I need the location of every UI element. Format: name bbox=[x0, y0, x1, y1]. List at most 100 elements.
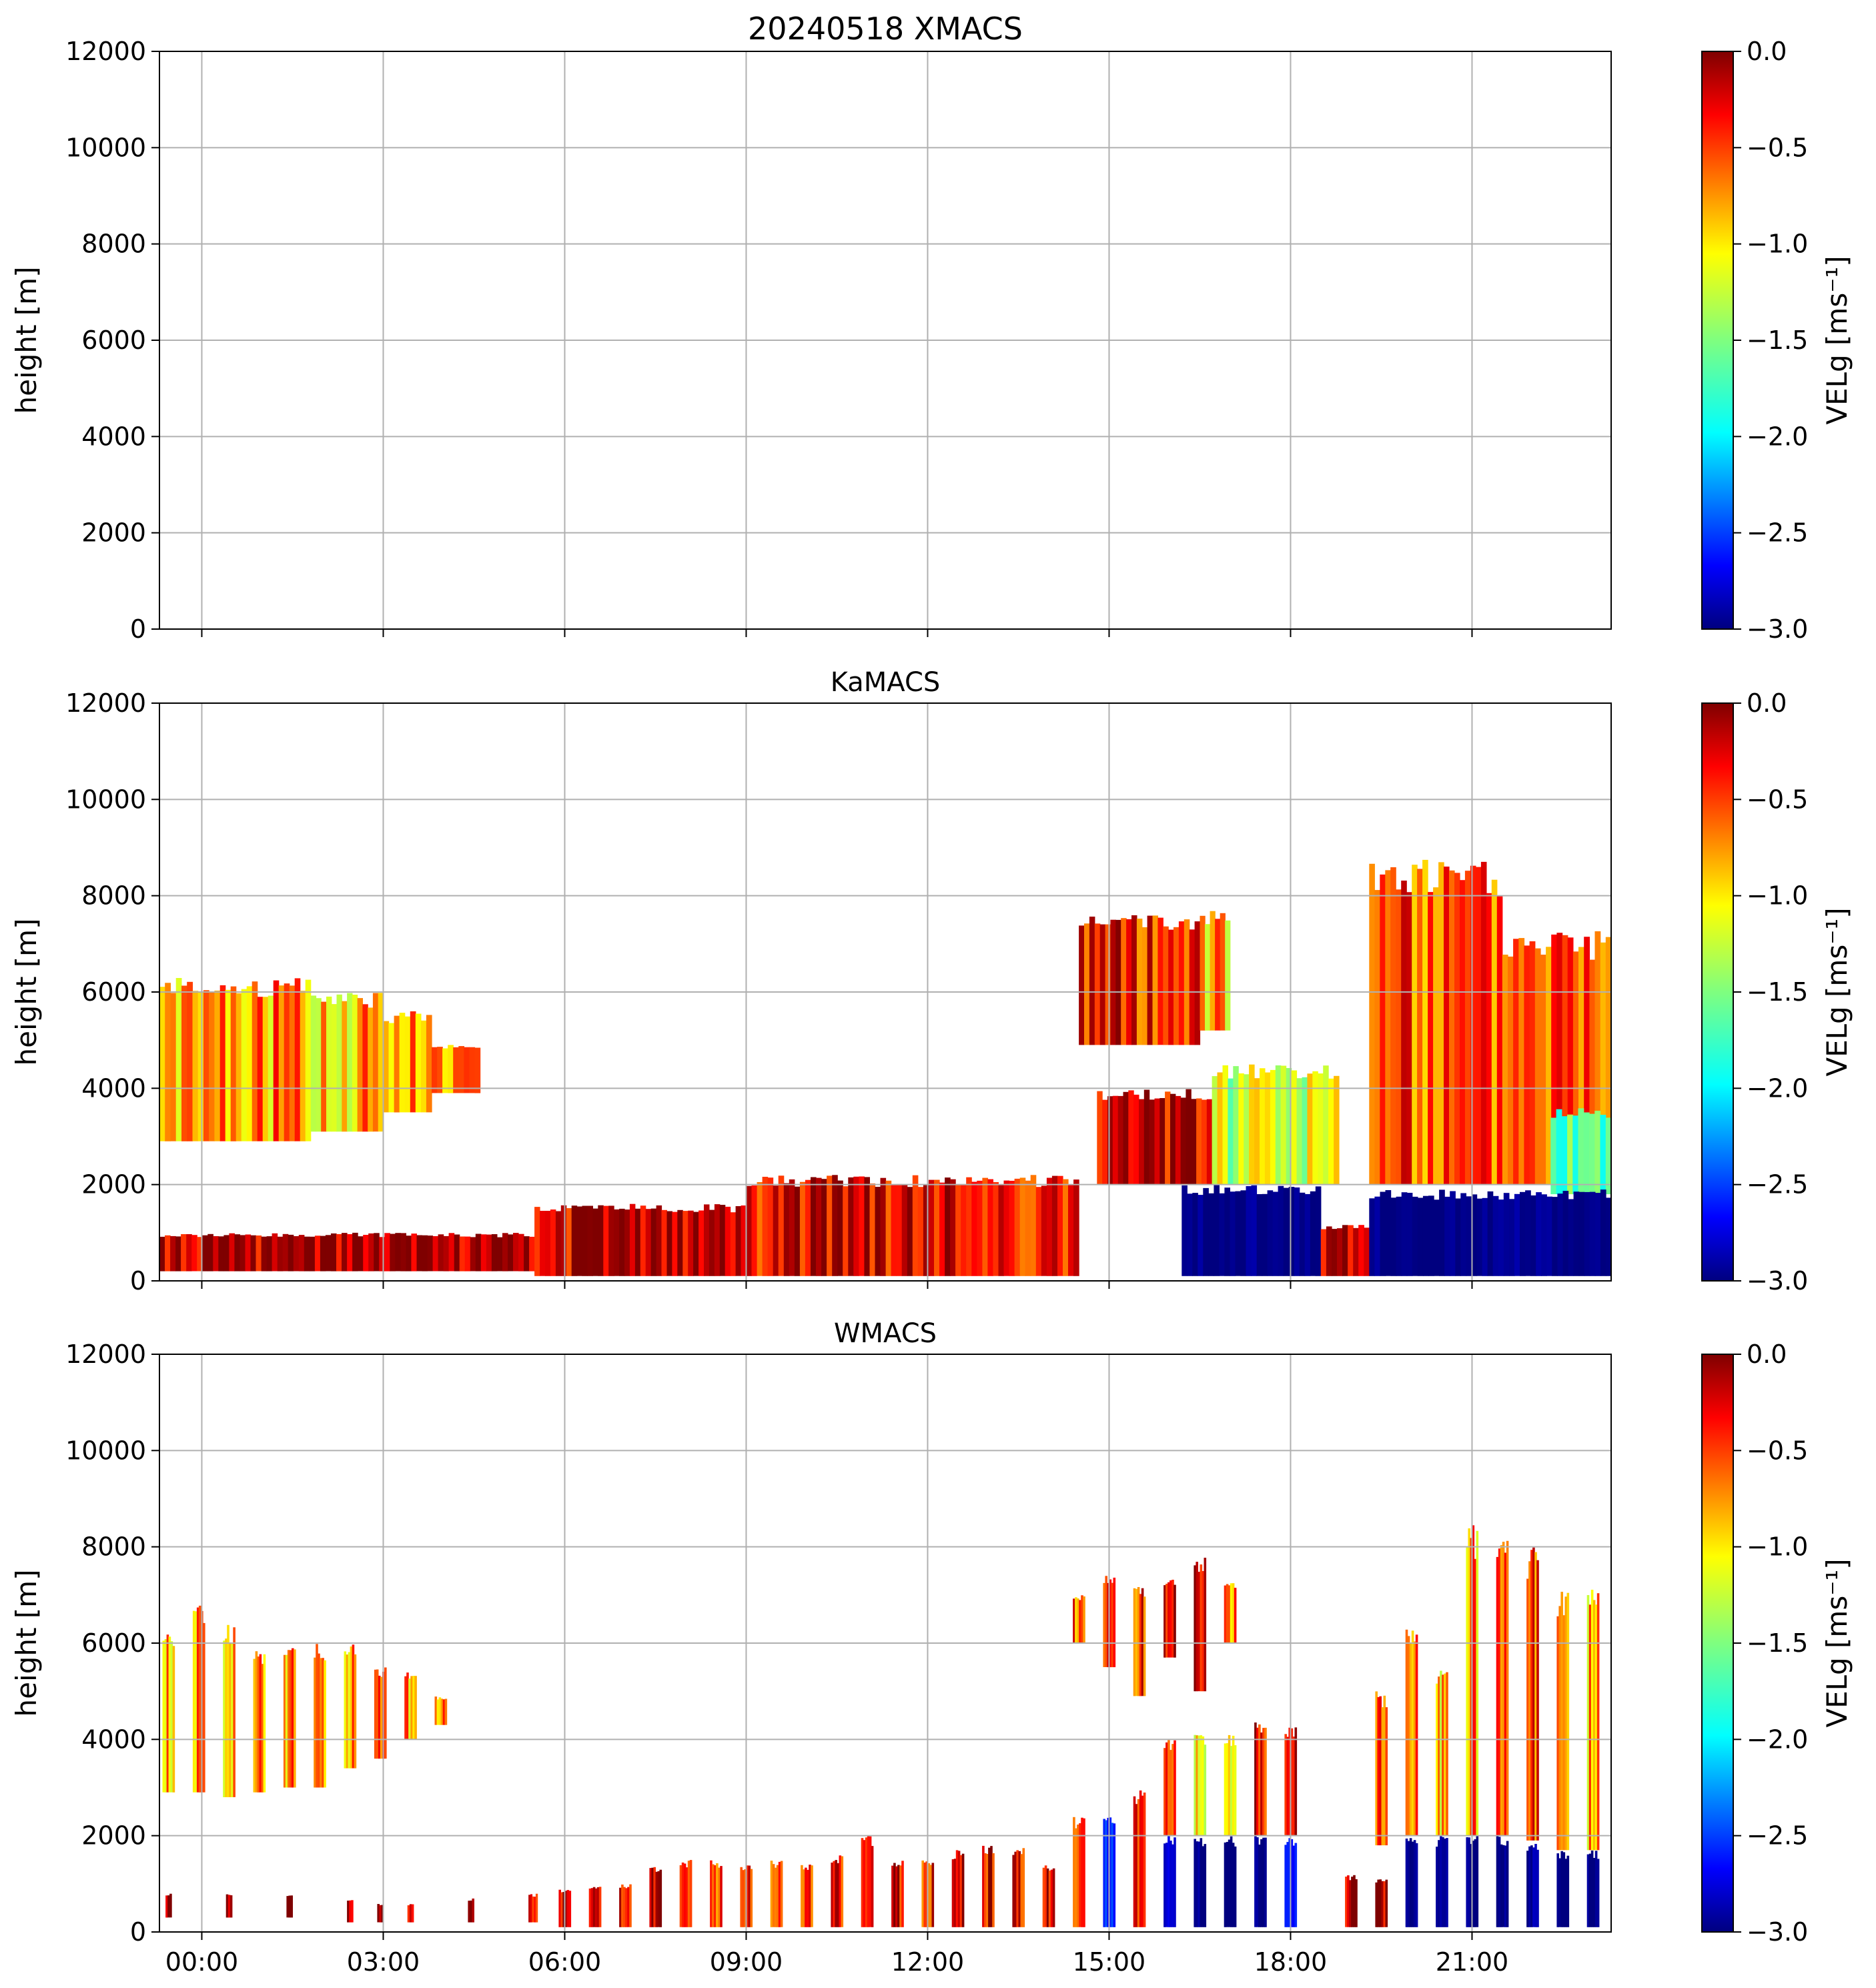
scan-column bbox=[897, 1865, 900, 1927]
boundary-layer bbox=[571, 1205, 578, 1276]
scan-column bbox=[988, 1847, 991, 1927]
scan-column bbox=[1163, 1748, 1166, 1836]
scan-column bbox=[1566, 1592, 1570, 1851]
evening-rain bbox=[1450, 1191, 1456, 1276]
scan-column bbox=[1375, 1882, 1378, 1927]
boundary-layer bbox=[186, 1234, 192, 1272]
mid-cloud bbox=[1149, 1099, 1155, 1185]
low-rain bbox=[1294, 1187, 1300, 1276]
scan-column bbox=[1018, 1851, 1021, 1927]
scan-column bbox=[407, 1905, 410, 1923]
afternoon-upper-cloud bbox=[1105, 924, 1111, 1045]
scan-column bbox=[406, 1672, 409, 1740]
scan-column bbox=[927, 1863, 931, 1927]
x-tick-label: 15:00 bbox=[1073, 1947, 1146, 1977]
evening-rain bbox=[1605, 1197, 1611, 1276]
scan-column bbox=[320, 1658, 322, 1788]
scan-column bbox=[1415, 1843, 1418, 1927]
scan-column bbox=[770, 1861, 773, 1927]
evening-rain bbox=[1508, 1199, 1515, 1276]
colorbar-tick-label: −0.5 bbox=[1747, 133, 1808, 162]
evening-deep-cloud bbox=[1460, 880, 1466, 1185]
scan-column bbox=[893, 1863, 896, 1927]
scan-column bbox=[162, 1640, 165, 1793]
y-tick-label: 8000 bbox=[81, 229, 146, 259]
scan-column bbox=[346, 1654, 349, 1769]
boundary-layer bbox=[811, 1177, 817, 1276]
scan-column bbox=[168, 1636, 171, 1793]
scan-column bbox=[470, 1900, 472, 1923]
scan-column bbox=[1506, 1841, 1509, 1927]
scan-column bbox=[1141, 1795, 1144, 1927]
boundary-layer bbox=[843, 1186, 849, 1276]
evening-deep-cloud bbox=[1594, 931, 1601, 1185]
evening-deep-cloud bbox=[1572, 1115, 1579, 1195]
scan-column bbox=[831, 1863, 833, 1927]
scan-column bbox=[1556, 1616, 1559, 1851]
boundary-layer bbox=[587, 1205, 593, 1276]
scan-column bbox=[1534, 1844, 1537, 1927]
boundary-layer bbox=[555, 1211, 562, 1276]
boundary-layer bbox=[714, 1204, 721, 1276]
colorbar-tick-label: −1.0 bbox=[1747, 1532, 1808, 1562]
scan-column bbox=[1536, 1849, 1539, 1927]
boundary-layer bbox=[438, 1234, 444, 1272]
scan-column bbox=[1446, 1838, 1448, 1927]
low-rain bbox=[1272, 1191, 1279, 1276]
scan-column bbox=[1196, 1841, 1198, 1927]
evening-rain bbox=[1498, 1199, 1504, 1276]
evening-rain bbox=[1520, 1191, 1526, 1276]
scan-column bbox=[255, 1651, 258, 1793]
boundary-layer bbox=[907, 1187, 913, 1276]
boundary-layer bbox=[725, 1206, 731, 1276]
boundary-layer bbox=[496, 1237, 503, 1272]
mid-cloud bbox=[1170, 1093, 1176, 1185]
boundary-layer bbox=[1025, 1180, 1031, 1276]
boundary-layer bbox=[891, 1185, 897, 1276]
evening-rain bbox=[1492, 1195, 1499, 1276]
boundary-layer bbox=[993, 1182, 999, 1276]
scan-column bbox=[1224, 1585, 1227, 1643]
mid-cloud bbox=[1196, 1098, 1202, 1185]
boundary-layer bbox=[853, 1176, 859, 1276]
mid-cloud bbox=[1117, 1095, 1124, 1185]
scan-column bbox=[629, 1884, 632, 1927]
scan-column bbox=[1194, 1565, 1196, 1692]
scan-column bbox=[349, 1900, 352, 1923]
scan-column bbox=[951, 1859, 955, 1927]
scan-column bbox=[1444, 1839, 1446, 1927]
boundary-layer bbox=[309, 1236, 316, 1272]
boundary-layer bbox=[859, 1176, 865, 1276]
mid-cloud bbox=[1244, 1074, 1250, 1185]
afternoon-upper-cloud bbox=[1094, 923, 1101, 1045]
scan-column bbox=[1167, 1582, 1170, 1658]
scan-column bbox=[316, 1644, 318, 1788]
scan-column bbox=[1498, 1548, 1501, 1836]
boundary-layer bbox=[751, 1185, 758, 1276]
scan-column bbox=[659, 1869, 662, 1927]
scan-column bbox=[655, 1871, 658, 1927]
scan-column bbox=[689, 1860, 692, 1927]
boundary-layer bbox=[358, 1236, 364, 1272]
scan-column bbox=[1137, 1799, 1140, 1927]
low-rain bbox=[1208, 1193, 1214, 1276]
boundary-layer bbox=[529, 1236, 535, 1272]
low-drizzle bbox=[1342, 1225, 1348, 1276]
scan-column bbox=[1202, 1571, 1205, 1692]
low-rain bbox=[1299, 1192, 1306, 1276]
scan-column bbox=[1528, 1561, 1531, 1841]
evening-rain bbox=[1369, 1198, 1375, 1276]
afternoon-upper-cloud bbox=[1126, 919, 1132, 1045]
scan-column bbox=[780, 1861, 783, 1927]
mid-cloud bbox=[1128, 1090, 1134, 1185]
scan-column bbox=[961, 1853, 965, 1927]
scan-column bbox=[1530, 1550, 1533, 1841]
evening-rain bbox=[1573, 1191, 1580, 1276]
scan-column bbox=[253, 1658, 256, 1793]
evening-deep-cloud bbox=[1589, 959, 1596, 1185]
low-drizzle bbox=[1326, 1226, 1332, 1276]
scan-column bbox=[1228, 1839, 1231, 1927]
scan-column bbox=[227, 1624, 229, 1797]
morning-upper-cloud bbox=[219, 985, 226, 1141]
evening-deep-cloud bbox=[1513, 939, 1519, 1185]
